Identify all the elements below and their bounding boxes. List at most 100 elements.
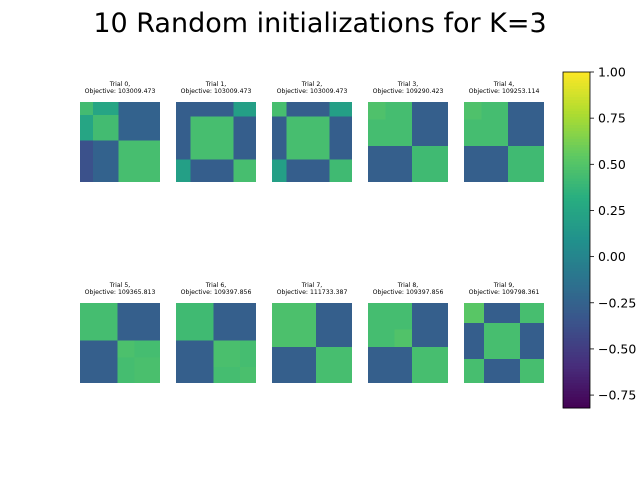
colorbar-gradient-step: [563, 276, 590, 280]
heatmap-cell: [272, 303, 316, 347]
heatmap-cell: [117, 340, 135, 358]
panel-title-line1: Trial 3,: [397, 81, 419, 88]
heatmap-cell: [412, 329, 448, 347]
colorbar-gradient-step: [563, 318, 590, 322]
heatmap-cell: [385, 146, 412, 182]
colorbar-gradient-step: [563, 357, 590, 361]
colorbar-gradient-step: [563, 270, 590, 275]
colorbar-gradient-step: [563, 178, 590, 182]
colorbar-gradient-step: [563, 200, 590, 205]
heatmap-cell: [190, 116, 234, 160]
heatmap-cell: [464, 146, 482, 182]
heatmap-panel: Trial 9,Objective: 109798.361: [464, 282, 544, 383]
heatmap-cell: [213, 303, 240, 341]
heatmap-cell: [176, 102, 191, 117]
heatmap-cell: [412, 146, 448, 182]
heatmap-cell: [272, 116, 287, 160]
panel-title-line1: Trial 8,: [397, 282, 419, 289]
heatmap-cell: [412, 347, 448, 383]
heatmap-cell: [190, 159, 234, 182]
heatmap-cell: [368, 102, 386, 120]
heatmap-cell: [176, 367, 214, 383]
colorbar-gradient-step: [563, 74, 590, 79]
heatmap-cell: [233, 102, 256, 117]
colorbar-gradient-step: [563, 142, 590, 146]
heatmap-cell: [394, 303, 412, 330]
heatmap-panel: Trial 8,Objective: 109397.856: [368, 282, 448, 383]
heatmap-panel: Trial 1,Objective: 103009.473: [176, 81, 256, 182]
heatmap-cell: [240, 367, 256, 383]
panel-title-line2: Objective: 109290.423: [373, 88, 444, 95]
colorbar-gradient-step: [563, 147, 590, 151]
colorbar-gradient-step: [563, 360, 590, 364]
heatmap-cell: [484, 323, 520, 359]
heatmap-cell: [176, 159, 191, 182]
heatmap-cell: [412, 303, 448, 330]
heatmap-cell: [272, 347, 316, 383]
colorbar-gradient-step: [563, 133, 590, 137]
heatmap-cell: [117, 303, 135, 341]
panel-title-line2: Objective: 109798.361: [469, 289, 540, 296]
panel-title-line2: Objective: 103009.473: [85, 88, 156, 95]
colorbar-gradient-step: [563, 164, 590, 168]
colorbar-gradient-step: [563, 324, 590, 328]
panel-title-line1: Trial 1,: [205, 81, 227, 88]
heatmap-cell: [117, 357, 135, 383]
heatmap-cell: [385, 102, 412, 120]
heatmap-cell: [92, 140, 119, 182]
heatmap-cell: [484, 359, 520, 383]
colorbar-gradient-step: [563, 284, 590, 289]
heatmap-cell: [368, 303, 395, 330]
heatmap-cell: [80, 357, 118, 383]
colorbar-gradient-step: [563, 262, 590, 266]
colorbar-gradient-step: [563, 354, 590, 359]
heatmap-panel: Trial 0,Objective: 103009.473: [80, 81, 160, 182]
colorbar-gradient-step: [563, 310, 590, 314]
heatmap-cell: [464, 303, 484, 323]
colorbar-gradient-step: [563, 150, 590, 154]
colorbar-gradient-step: [563, 172, 590, 177]
colorbar-gradient-step: [563, 214, 590, 219]
colorbar-gradient-step: [563, 366, 590, 370]
colorbar-gradient-step: [563, 307, 590, 311]
colorbar-gradient-step: [563, 279, 590, 283]
colorbar-gradient-step: [563, 298, 590, 303]
heatmap-cell: [80, 340, 118, 358]
colorbar-gradient-step: [563, 181, 590, 185]
heatmap-panel: Trial 2,Objective: 103009.473: [272, 81, 352, 182]
heatmap-cell: [272, 159, 287, 182]
colorbar-gradient-step: [563, 220, 590, 224]
colorbar-gradient-step: [563, 396, 590, 401]
colorbar-gradient-step: [563, 72, 590, 76]
colorbar-gradient-step: [563, 189, 590, 193]
colorbar-gradient-step: [563, 111, 590, 115]
panel-title-line1: Trial 6,: [205, 282, 227, 289]
colorbar-gradient-step: [563, 332, 590, 336]
colorbar-gradient-step: [563, 192, 590, 196]
heatmap-cell: [394, 329, 412, 347]
colorbar-gradient-step: [563, 136, 590, 140]
heatmap-cell: [316, 303, 352, 347]
colorbar-gradient-step: [563, 234, 590, 238]
heatmap-cell: [329, 116, 352, 160]
colorbar-gradient-step: [563, 251, 590, 255]
colorbar-gradient-step: [563, 86, 590, 90]
heatmap-panel: Trial 3,Objective: 109290.423: [368, 81, 448, 182]
colorbar-gradient-step: [563, 268, 590, 272]
colorbar-gradient-step: [563, 335, 590, 339]
colorbar-gradient-step: [563, 301, 590, 305]
heatmap-cell: [80, 102, 93, 115]
colorbar-gradient-step: [563, 304, 590, 308]
colorbar-gradient-step: [563, 175, 590, 179]
colorbar-gradient-step: [563, 94, 590, 98]
heatmap-cell: [92, 114, 119, 141]
colorbar-gradient-step: [563, 209, 590, 213]
colorbar-gradient-step: [563, 352, 590, 356]
heatmap-panel: Trial 4,Objective: 109253.114: [464, 81, 544, 182]
heatmap-cell: [118, 102, 160, 115]
colorbar-gradient-step: [563, 273, 590, 277]
colorbar-gradient-step: [563, 293, 590, 297]
colorbar-gradient-step: [563, 77, 590, 81]
colorbar-tick-label: 0.75: [598, 111, 626, 126]
colorbar-gradient-step: [563, 161, 590, 165]
